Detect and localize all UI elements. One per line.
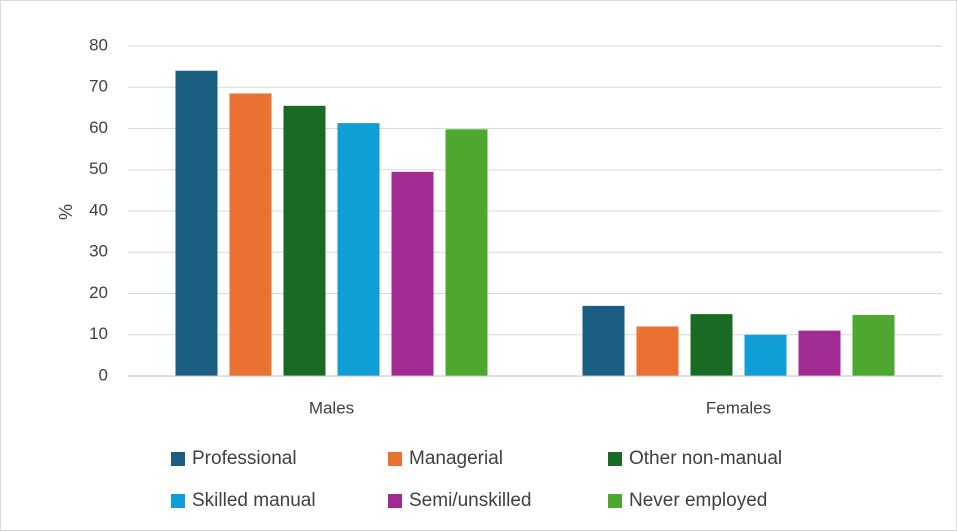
legend-label: Other non-manual (629, 448, 782, 469)
y-tick-label: 0 (99, 365, 108, 384)
y-tick-label: 20 (89, 283, 108, 302)
legend-label: Semi/unskilled (409, 490, 532, 511)
legend-label: Managerial (409, 448, 503, 469)
bar-other-non-manual-males (283, 105, 326, 376)
y-tick-label: 70 (89, 77, 108, 96)
category-label-males: Males (309, 398, 354, 417)
bar-never-employed-males (445, 129, 488, 376)
bar-professional-males (175, 70, 218, 376)
bars (175, 70, 895, 376)
legend-label: Professional (192, 448, 297, 469)
legend-label: Skilled manual (192, 490, 316, 511)
legend-swatch (608, 452, 622, 466)
bar-semi-unskilled-males (391, 171, 434, 376)
bar-skilled-manual-males (337, 123, 380, 376)
category-labels: Males Females (309, 398, 771, 417)
bar-managerial-males (229, 93, 272, 376)
legend: Professional Managerial Other non-manual Sk… (171, 448, 782, 511)
y-tick-label: 80 (89, 35, 108, 54)
category-label-females: Females (706, 398, 771, 417)
y-tick-label: 60 (89, 118, 108, 137)
y-tick-label: 10 (89, 324, 108, 343)
legend-swatch (388, 452, 402, 466)
legend-swatch (608, 494, 622, 508)
y-tick-label: 30 (89, 242, 108, 261)
y-axis-label: % (56, 204, 76, 220)
bar-other-non-manual-females (690, 314, 733, 376)
bar-semi-unskilled-females (798, 330, 841, 376)
legend-swatch (171, 494, 185, 508)
bar-professional-females (582, 305, 625, 376)
bar-managerial-females (636, 326, 679, 376)
legend-label: Never employed (629, 490, 767, 511)
legend-swatch (388, 494, 402, 508)
y-tick-label: 50 (89, 159, 108, 178)
legend-swatch (171, 452, 185, 466)
y-tick-label: 40 (89, 200, 108, 219)
bar-skilled-manual-females (744, 334, 787, 376)
bar-never-employed-females (852, 314, 895, 376)
y-axis-ticks: 0 10 20 30 40 50 60 70 80 (89, 35, 108, 384)
